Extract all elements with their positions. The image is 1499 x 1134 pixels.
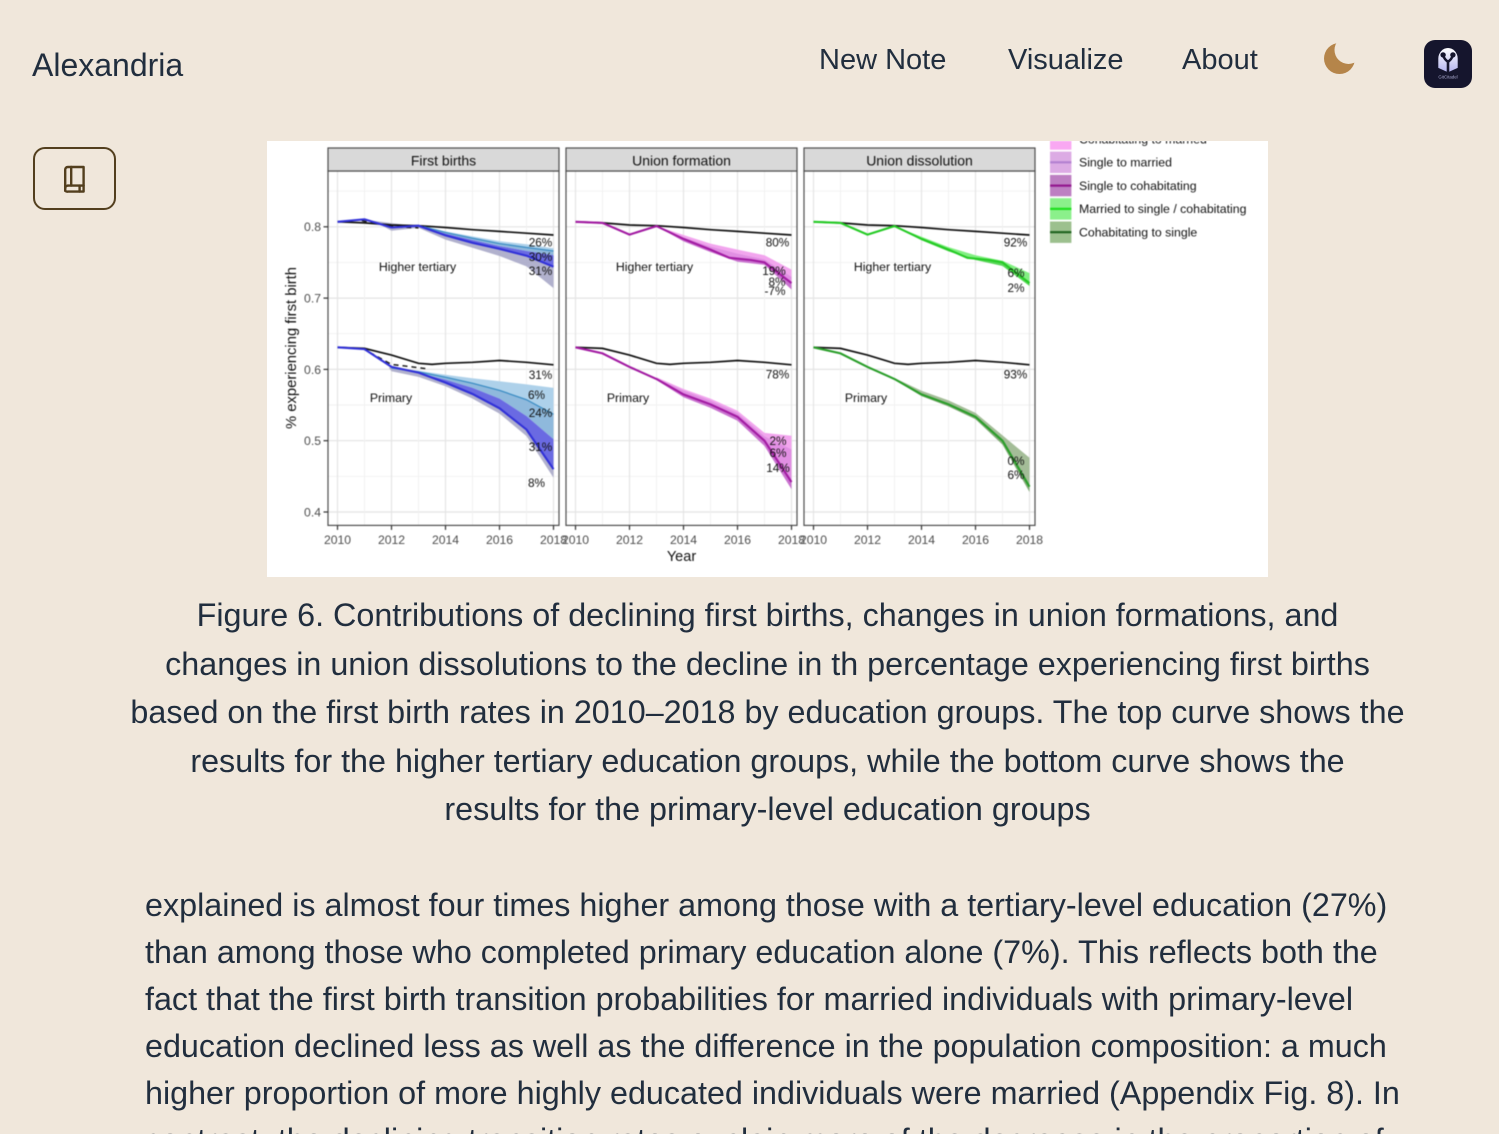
svg-text:Cohabitating to single: Cohabitating to single [1079, 226, 1197, 240]
svg-text:6%: 6% [769, 446, 787, 460]
svg-text:19%: 19% [762, 264, 786, 278]
svg-text:2016: 2016 [724, 533, 751, 547]
svg-text:Primary: Primary [370, 391, 413, 405]
svg-text:2010: 2010 [800, 533, 827, 547]
svg-text:Primary: Primary [845, 391, 888, 405]
svg-text:2014: 2014 [908, 533, 935, 547]
svg-text:2018: 2018 [540, 533, 567, 547]
svg-text:2012: 2012 [378, 533, 405, 547]
svg-text:2018: 2018 [778, 533, 805, 547]
svg-text:Higher tertiary: Higher tertiary [616, 260, 694, 274]
svg-text:% experiencing first birth: % experiencing first birth [284, 267, 300, 429]
svg-text:92%: 92% [1004, 236, 1028, 250]
svg-text:Year: Year [667, 549, 696, 565]
svg-text:Higher tertiary: Higher tertiary [379, 260, 457, 274]
svg-text:8%: 8% [528, 476, 546, 490]
svg-text:-7%: -7% [765, 284, 786, 298]
svg-text:GitCitadel: GitCitadel [1438, 75, 1457, 80]
svg-text:Higher tertiary: Higher tertiary [854, 260, 932, 274]
svg-text:2%: 2% [769, 434, 787, 448]
svg-text:0.8: 0.8 [304, 220, 321, 234]
svg-text:2010: 2010 [324, 533, 351, 547]
svg-text:30%: 30% [529, 250, 553, 264]
svg-text:78%: 78% [766, 368, 790, 382]
svg-text:31%: 31% [529, 368, 553, 382]
svg-text:0.4: 0.4 [304, 505, 321, 519]
svg-text:80%: 80% [766, 236, 790, 250]
svg-text:2016: 2016 [962, 533, 989, 547]
svg-text:26%: 26% [529, 236, 553, 250]
svg-text:Single to cohabitating: Single to cohabitating [1079, 179, 1197, 193]
svg-text:Single to married: Single to married [1079, 156, 1172, 170]
svg-text:Cohabitating to married: Cohabitating to married [1079, 141, 1207, 146]
svg-text:2018: 2018 [1016, 533, 1043, 547]
svg-text:31%: 31% [529, 440, 553, 454]
svg-text:Union dissolution: Union dissolution [866, 153, 973, 169]
svg-text:2010: 2010 [562, 533, 589, 547]
svg-text:Union formation: Union formation [632, 153, 731, 169]
svg-text:8%: 8% [768, 275, 786, 289]
svg-text:24%: 24% [529, 406, 553, 420]
svg-text:Married to single / cohabitati: Married to single / cohabitating [1079, 202, 1247, 216]
svg-text:2%: 2% [1007, 281, 1025, 295]
svg-text:6%: 6% [528, 388, 546, 402]
svg-text:31%: 31% [529, 264, 553, 278]
svg-text:First births: First births [411, 153, 476, 169]
svg-text:6%: 6% [1007, 468, 1025, 482]
svg-text:0%: 0% [1007, 454, 1025, 468]
svg-text:2016: 2016 [486, 533, 513, 547]
svg-text:2012: 2012 [854, 533, 881, 547]
svg-text:6%: 6% [1007, 266, 1025, 280]
svg-text:0.7: 0.7 [304, 292, 321, 306]
svg-text:2012: 2012 [616, 533, 643, 547]
svg-text:Primary: Primary [607, 391, 650, 405]
svg-text:0.6: 0.6 [304, 363, 321, 377]
svg-text:14%: 14% [766, 461, 790, 475]
svg-text:2014: 2014 [670, 533, 697, 547]
svg-text:2014: 2014 [432, 533, 459, 547]
svg-text:93%: 93% [1004, 368, 1028, 382]
svg-text:0.5: 0.5 [304, 434, 321, 448]
